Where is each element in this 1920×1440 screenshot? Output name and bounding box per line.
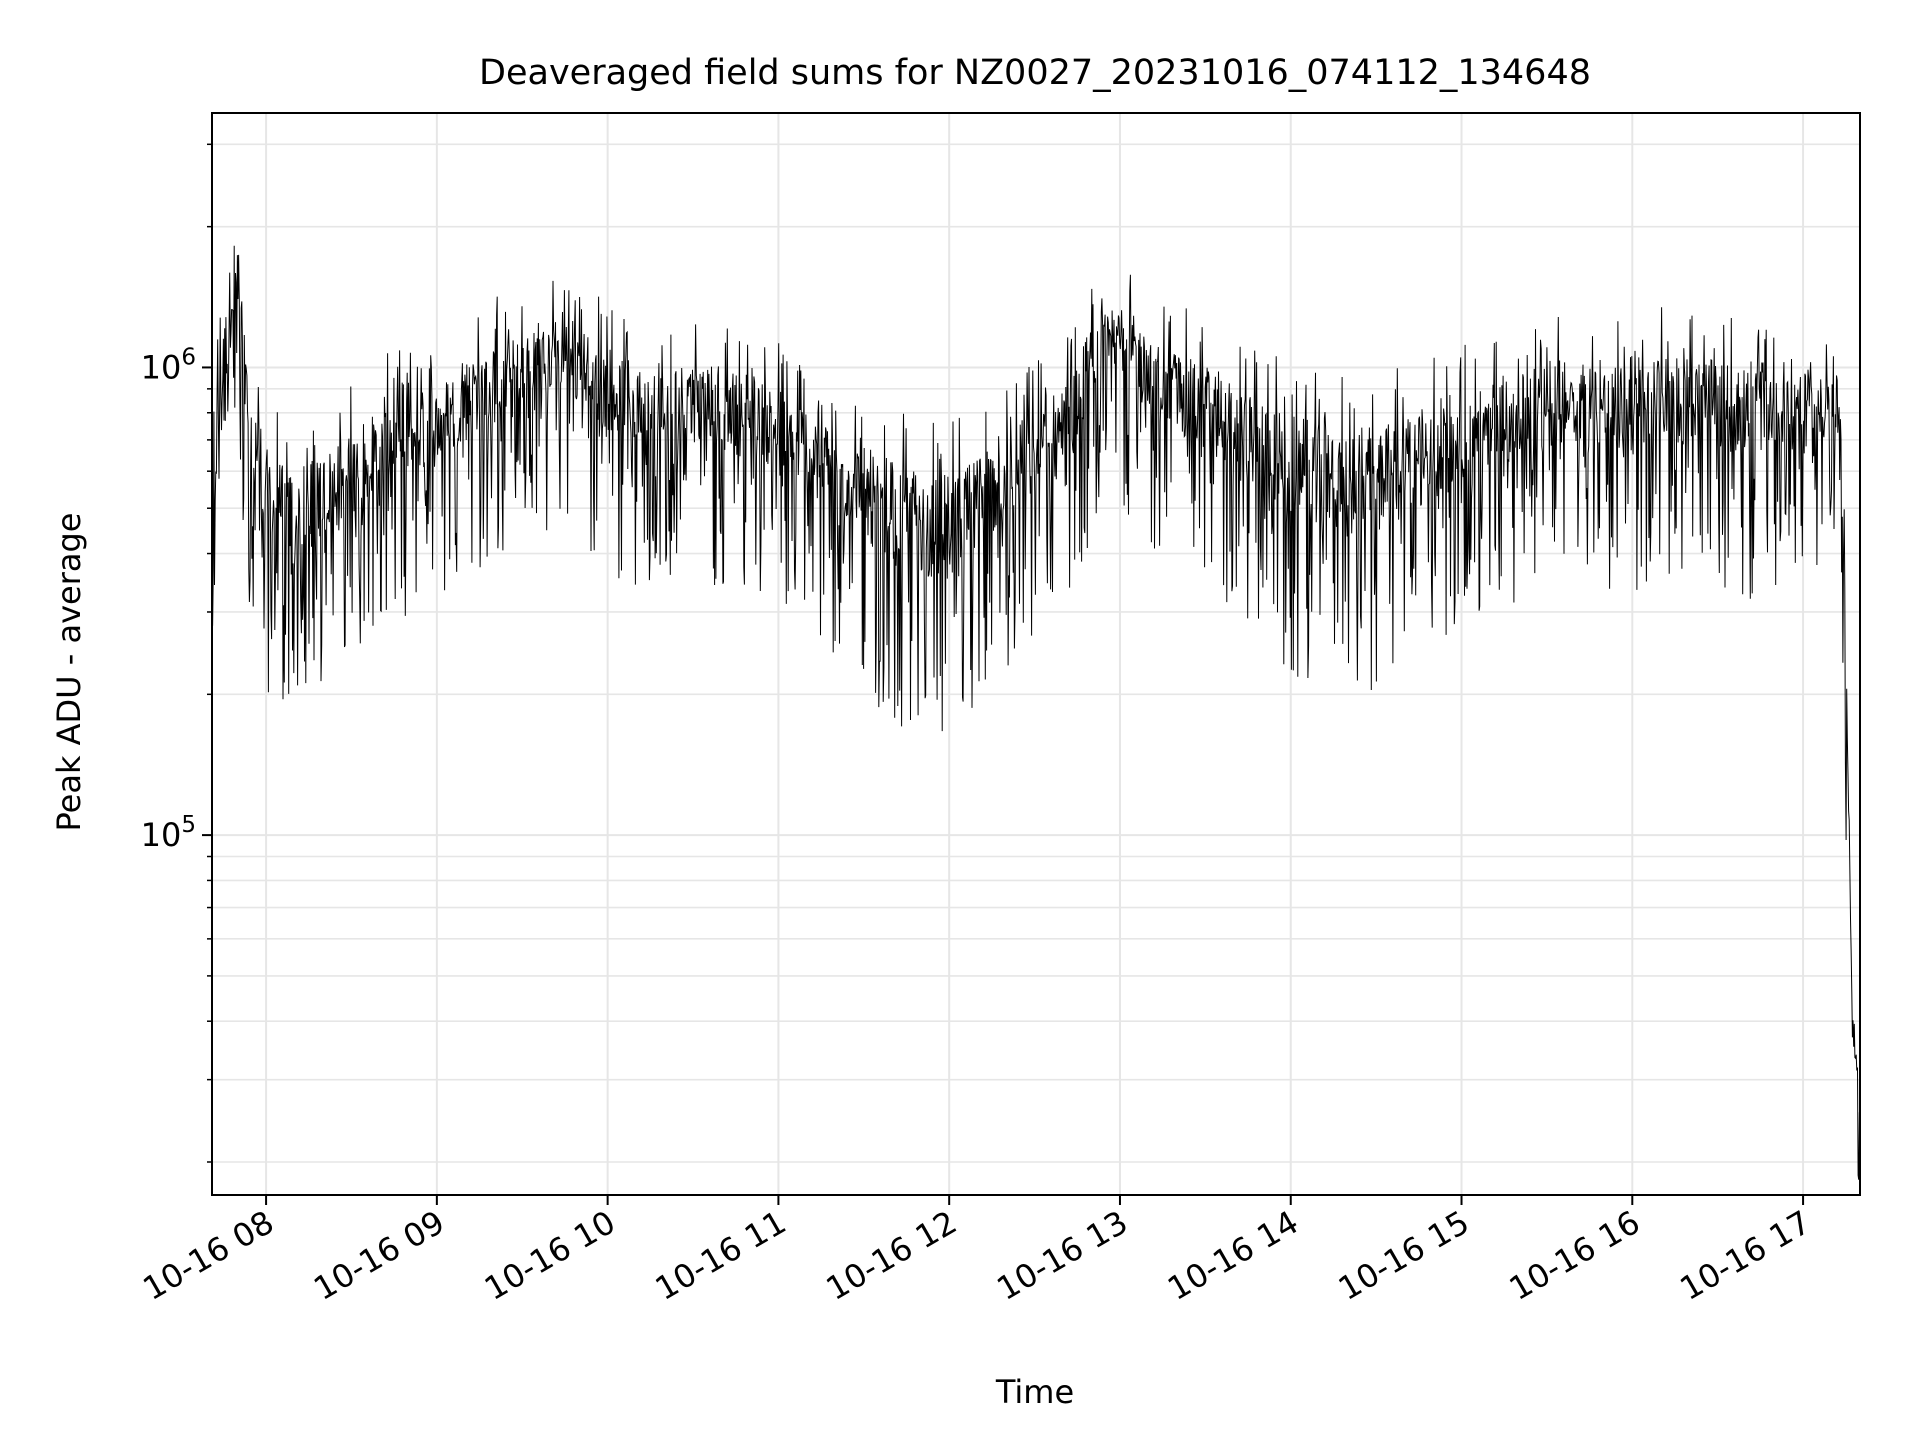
series-line xyxy=(211,245,1861,1180)
y-axis-label: Peak ADU - average xyxy=(50,513,88,832)
y-ticks: 105 106 xyxy=(141,143,212,1163)
plot-frame xyxy=(211,112,1861,1196)
y-tick-label: 106 xyxy=(141,344,196,386)
chart-title: Deaveraged field sums for NZ0027_2023101… xyxy=(479,53,1591,93)
x-axis-label: Time xyxy=(995,1373,1074,1411)
y-tick-label: 105 xyxy=(141,812,196,854)
grid xyxy=(212,113,1860,1195)
